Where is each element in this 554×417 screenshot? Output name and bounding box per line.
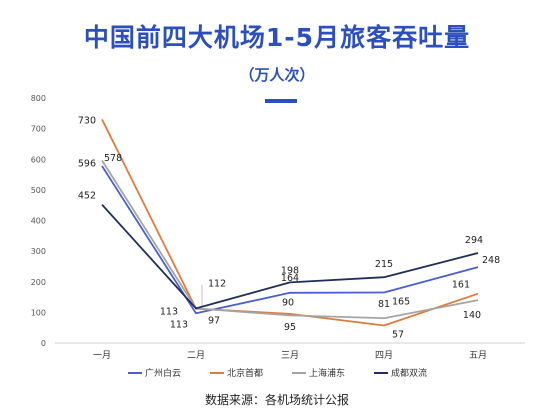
data-labels: 578 97 164 165 248 730 112 95 57 161 596 113 90 81 140… bbox=[78, 115, 500, 340]
data-label: 112 bbox=[208, 279, 226, 290]
data-label: 161 bbox=[452, 280, 470, 291]
x-tick-label: 四月 bbox=[375, 350, 393, 361]
data-label: 113 bbox=[160, 306, 178, 317]
legend-item-label: 广州白云 bbox=[145, 367, 181, 379]
x-tick-label: 二月 bbox=[187, 350, 205, 361]
chart-subtitle: （万人次） bbox=[239, 66, 315, 84]
data-label: 730 bbox=[78, 115, 96, 126]
y-tick-label: 300 bbox=[31, 247, 46, 256]
y-tick-label: 100 bbox=[31, 308, 46, 317]
data-label: 248 bbox=[482, 255, 500, 266]
title-underline bbox=[265, 99, 297, 103]
legend-item-label: 成都双流 bbox=[391, 367, 427, 379]
legend-item-label: 北京首都 bbox=[227, 367, 263, 379]
x-axis: 一月 二月 三月 四月 五月 bbox=[93, 350, 487, 361]
data-label: 90 bbox=[282, 297, 294, 308]
legend-item-label: 上海浦东 bbox=[309, 367, 345, 379]
y-axis: 0 100 200 300 400 500 600 700 800 bbox=[31, 94, 46, 348]
y-tick-label: 400 bbox=[31, 217, 46, 226]
series-line-4 bbox=[101, 203, 479, 310]
data-label: 198 bbox=[281, 265, 299, 276]
y-tick-label: 500 bbox=[31, 186, 46, 195]
x-tick-label: 三月 bbox=[281, 350, 299, 361]
data-label: 95 bbox=[284, 322, 296, 333]
chart-title: 中国前四大机场1-5月旅客吞吐量 bbox=[83, 23, 471, 52]
data-label: 596 bbox=[78, 158, 96, 169]
data-source: 数据来源：各机场统计公报 bbox=[204, 393, 349, 407]
data-label: 81 bbox=[378, 299, 390, 310]
data-label: 215 bbox=[375, 259, 393, 270]
data-label: 165 bbox=[392, 296, 410, 307]
series-line-3 bbox=[101, 160, 479, 320]
series-line-1 bbox=[101, 165, 479, 315]
data-label: 140 bbox=[463, 310, 481, 321]
y-tick-label: 200 bbox=[31, 278, 46, 287]
data-label: 164 bbox=[281, 273, 299, 284]
legend: 广州白云 北京首都 上海浦东 成都双流 bbox=[128, 367, 427, 379]
x-tick-label: 一月 bbox=[93, 350, 111, 361]
data-label: 452 bbox=[78, 191, 96, 202]
series-line-2 bbox=[101, 118, 479, 327]
y-tick-label: 600 bbox=[31, 155, 46, 164]
series-lines bbox=[101, 118, 479, 327]
data-label: 113 bbox=[170, 319, 188, 330]
y-tick-label: 800 bbox=[31, 94, 46, 103]
x-tick-label: 五月 bbox=[469, 350, 487, 361]
y-tick-label: 0 bbox=[41, 339, 46, 348]
data-label: 57 bbox=[392, 330, 404, 341]
y-tick-label: 700 bbox=[31, 125, 46, 134]
data-label: 294 bbox=[465, 235, 483, 246]
data-label: 97 bbox=[208, 315, 220, 326]
data-label: 578 bbox=[104, 153, 122, 164]
